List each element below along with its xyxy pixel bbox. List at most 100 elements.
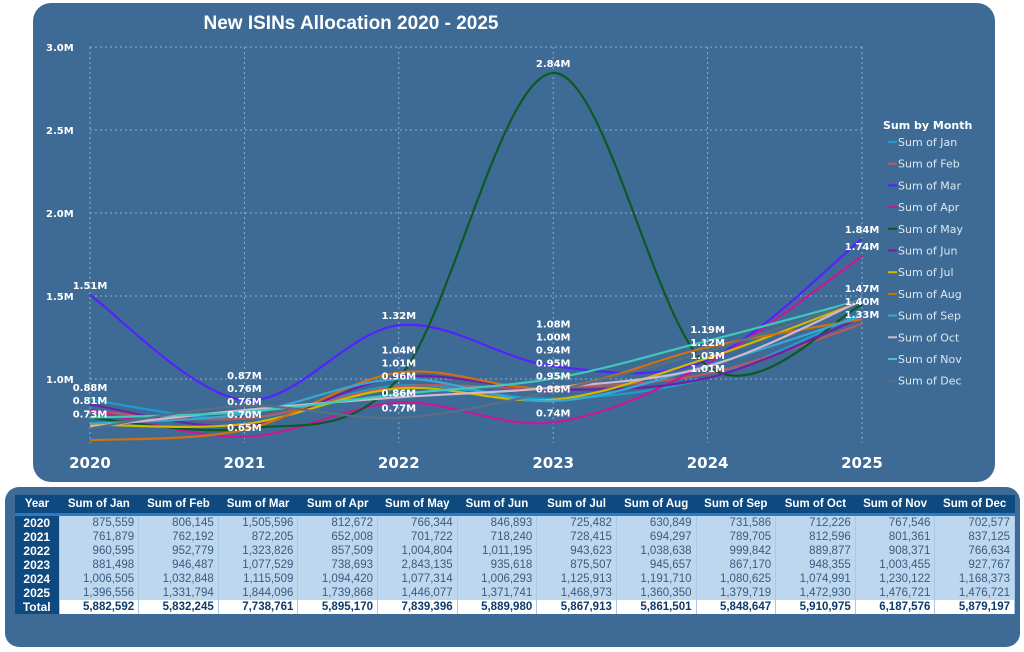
table-cell: 881,498 bbox=[59, 558, 140, 572]
table-cell: 945,657 bbox=[616, 558, 697, 572]
legend-title: Sum by Month bbox=[883, 119, 972, 132]
table-cell: 1,371,741 bbox=[457, 586, 538, 600]
legend-item: Sum of Sep bbox=[898, 310, 961, 323]
table-cell: 5,848,647 bbox=[696, 600, 777, 614]
table-cell: 5,895,170 bbox=[297, 600, 378, 614]
data-label: 1.00M bbox=[536, 333, 571, 344]
legend-item: Sum of Jul bbox=[898, 266, 954, 279]
data-label: 1.84M bbox=[845, 225, 880, 236]
data-label: 1.51M bbox=[73, 281, 108, 292]
table-cell: 731,586 bbox=[696, 514, 777, 530]
data-label: 0.65M bbox=[227, 423, 262, 434]
series-line-sum-of-apr bbox=[89, 255, 863, 438]
data-label: 1.04M bbox=[381, 346, 416, 357]
table-panel: Year Sum of Jan Sum of Feb Sum of Mar Sum of… bbox=[5, 487, 1020, 647]
table-row: 2021 761,879 762,192 872,205 652,008 701,722 7… bbox=[15, 530, 1015, 544]
data-label: 1.12M bbox=[690, 338, 725, 349]
table-cell: 1,472,930 bbox=[775, 586, 856, 600]
column-header[interactable]: Sum of Mar bbox=[218, 495, 298, 516]
column-header[interactable]: Sum of Feb bbox=[138, 495, 219, 516]
table-cell: 1,003,455 bbox=[855, 558, 936, 572]
table-cell: 806,145 bbox=[138, 514, 219, 530]
series-line-sum-of-may bbox=[89, 71, 863, 432]
column-header[interactable]: Sum of Jun bbox=[457, 495, 537, 516]
data-label: 1.19M bbox=[690, 325, 725, 336]
data-label: 1.32M bbox=[381, 311, 416, 322]
series-line-sum-of-aug bbox=[89, 318, 863, 442]
table-cell: 2,843,135 bbox=[377, 558, 458, 572]
x-tick-label: 2021 bbox=[224, 454, 266, 472]
table-cell: 1,331,794 bbox=[138, 586, 219, 600]
data-label: 1.33M bbox=[845, 310, 880, 321]
column-header[interactable]: Year bbox=[15, 495, 59, 516]
table-cell: 1,379,719 bbox=[696, 586, 777, 600]
table-cell: 5,867,913 bbox=[536, 600, 617, 614]
table-cell: 1,011,195 bbox=[457, 544, 538, 558]
table-cell: 766,344 bbox=[377, 514, 458, 530]
table-row: 2023 881,498 946,487 1,077,529 738,693 2,843,… bbox=[15, 558, 1015, 572]
table-cell: 766,634 bbox=[934, 544, 1015, 558]
series-line-sum-of-nov bbox=[89, 298, 863, 419]
data-label: 1.74M bbox=[845, 242, 880, 253]
column-header[interactable]: Sum of Aug bbox=[616, 495, 696, 516]
table-cell: 960,595 bbox=[59, 544, 140, 558]
table-cell: 1,505,596 bbox=[218, 514, 299, 530]
data-label: 0.95M bbox=[536, 372, 571, 383]
legend-item: Sum of May bbox=[898, 223, 963, 236]
legend-item: Sum of Jan bbox=[898, 136, 957, 149]
table-row: 2025 1,396,556 1,331,794 1,844,096 1,739,868… bbox=[15, 586, 1015, 600]
table-cell: 5,832,245 bbox=[138, 600, 219, 614]
data-label: 0.77M bbox=[381, 404, 416, 415]
table-cell: 718,240 bbox=[457, 530, 538, 544]
row-year: 2025 bbox=[15, 586, 60, 600]
chart-title: New ISINs Allocation 2020 - 2025 bbox=[204, 13, 499, 34]
table-cell: 738,693 bbox=[297, 558, 378, 572]
y-tick-label: 2.5M bbox=[46, 126, 74, 137]
table-cell: 5,879,197 bbox=[934, 600, 1015, 614]
legend-item: Sum of Feb bbox=[898, 158, 960, 171]
data-table: Year Sum of Jan Sum of Feb Sum of Mar Sum of… bbox=[15, 495, 1015, 614]
column-header[interactable]: Sum of May bbox=[377, 495, 458, 516]
data-label: 1.01M bbox=[381, 359, 416, 370]
table-cell: 1,006,293 bbox=[457, 572, 538, 586]
x-tick-label: 2022 bbox=[378, 454, 420, 472]
table-cell: 999,842 bbox=[696, 544, 777, 558]
table-cell: 812,596 bbox=[775, 530, 856, 544]
column-header[interactable]: Sum of Jan bbox=[59, 495, 139, 516]
column-header[interactable]: Sum of Dec bbox=[934, 495, 1015, 516]
table-cell: 935,618 bbox=[457, 558, 538, 572]
data-label: 1.08M bbox=[536, 320, 571, 331]
data-label: 0.94M bbox=[536, 346, 571, 357]
legend-item: Sum of Dec bbox=[898, 375, 962, 388]
table-cell: 7,839,396 bbox=[377, 600, 458, 614]
table-cell: 812,672 bbox=[297, 514, 378, 530]
series-line-sum-of-feb bbox=[89, 322, 863, 421]
table-cell: 889,877 bbox=[775, 544, 856, 558]
data-label: 0.88M bbox=[73, 383, 108, 394]
table-cell: 725,482 bbox=[536, 514, 617, 530]
column-header[interactable]: Sum of Jul bbox=[536, 495, 617, 516]
series-line-sum-of-dec bbox=[89, 298, 863, 430]
table-cell: 6,187,576 bbox=[855, 600, 936, 614]
table-cell: 1,125,913 bbox=[536, 572, 617, 586]
table-cell: 801,361 bbox=[855, 530, 936, 544]
legend-item: Sum of Nov bbox=[898, 353, 962, 366]
table-cell: 927,767 bbox=[934, 558, 1015, 572]
column-header[interactable]: Sum of Oct bbox=[775, 495, 856, 516]
table-row: 2020 875,559 806,145 1,505,596 812,672 766,34… bbox=[15, 514, 1015, 530]
y-tick-label: 1.5M bbox=[46, 292, 74, 303]
data-label: 2.84M bbox=[536, 59, 571, 70]
column-header[interactable]: Sum of Apr bbox=[297, 495, 378, 516]
table-cell: 5,889,980 bbox=[457, 600, 538, 614]
data-label: 0.87M bbox=[227, 371, 262, 382]
table-cell: 1,323,826 bbox=[218, 544, 299, 558]
column-header[interactable]: Sum of Sep bbox=[696, 495, 776, 516]
data-label: 0.73M bbox=[73, 410, 108, 421]
column-header[interactable]: Sum of Nov bbox=[855, 495, 935, 516]
data-label: 0.88M bbox=[536, 385, 571, 396]
table-cell: 872,205 bbox=[218, 530, 299, 544]
y-tick-label: 3.0M bbox=[46, 43, 74, 54]
data-label: 0.86M bbox=[381, 389, 416, 400]
data-label: 0.74M bbox=[536, 408, 571, 419]
data-label: 0.81M bbox=[73, 396, 108, 407]
